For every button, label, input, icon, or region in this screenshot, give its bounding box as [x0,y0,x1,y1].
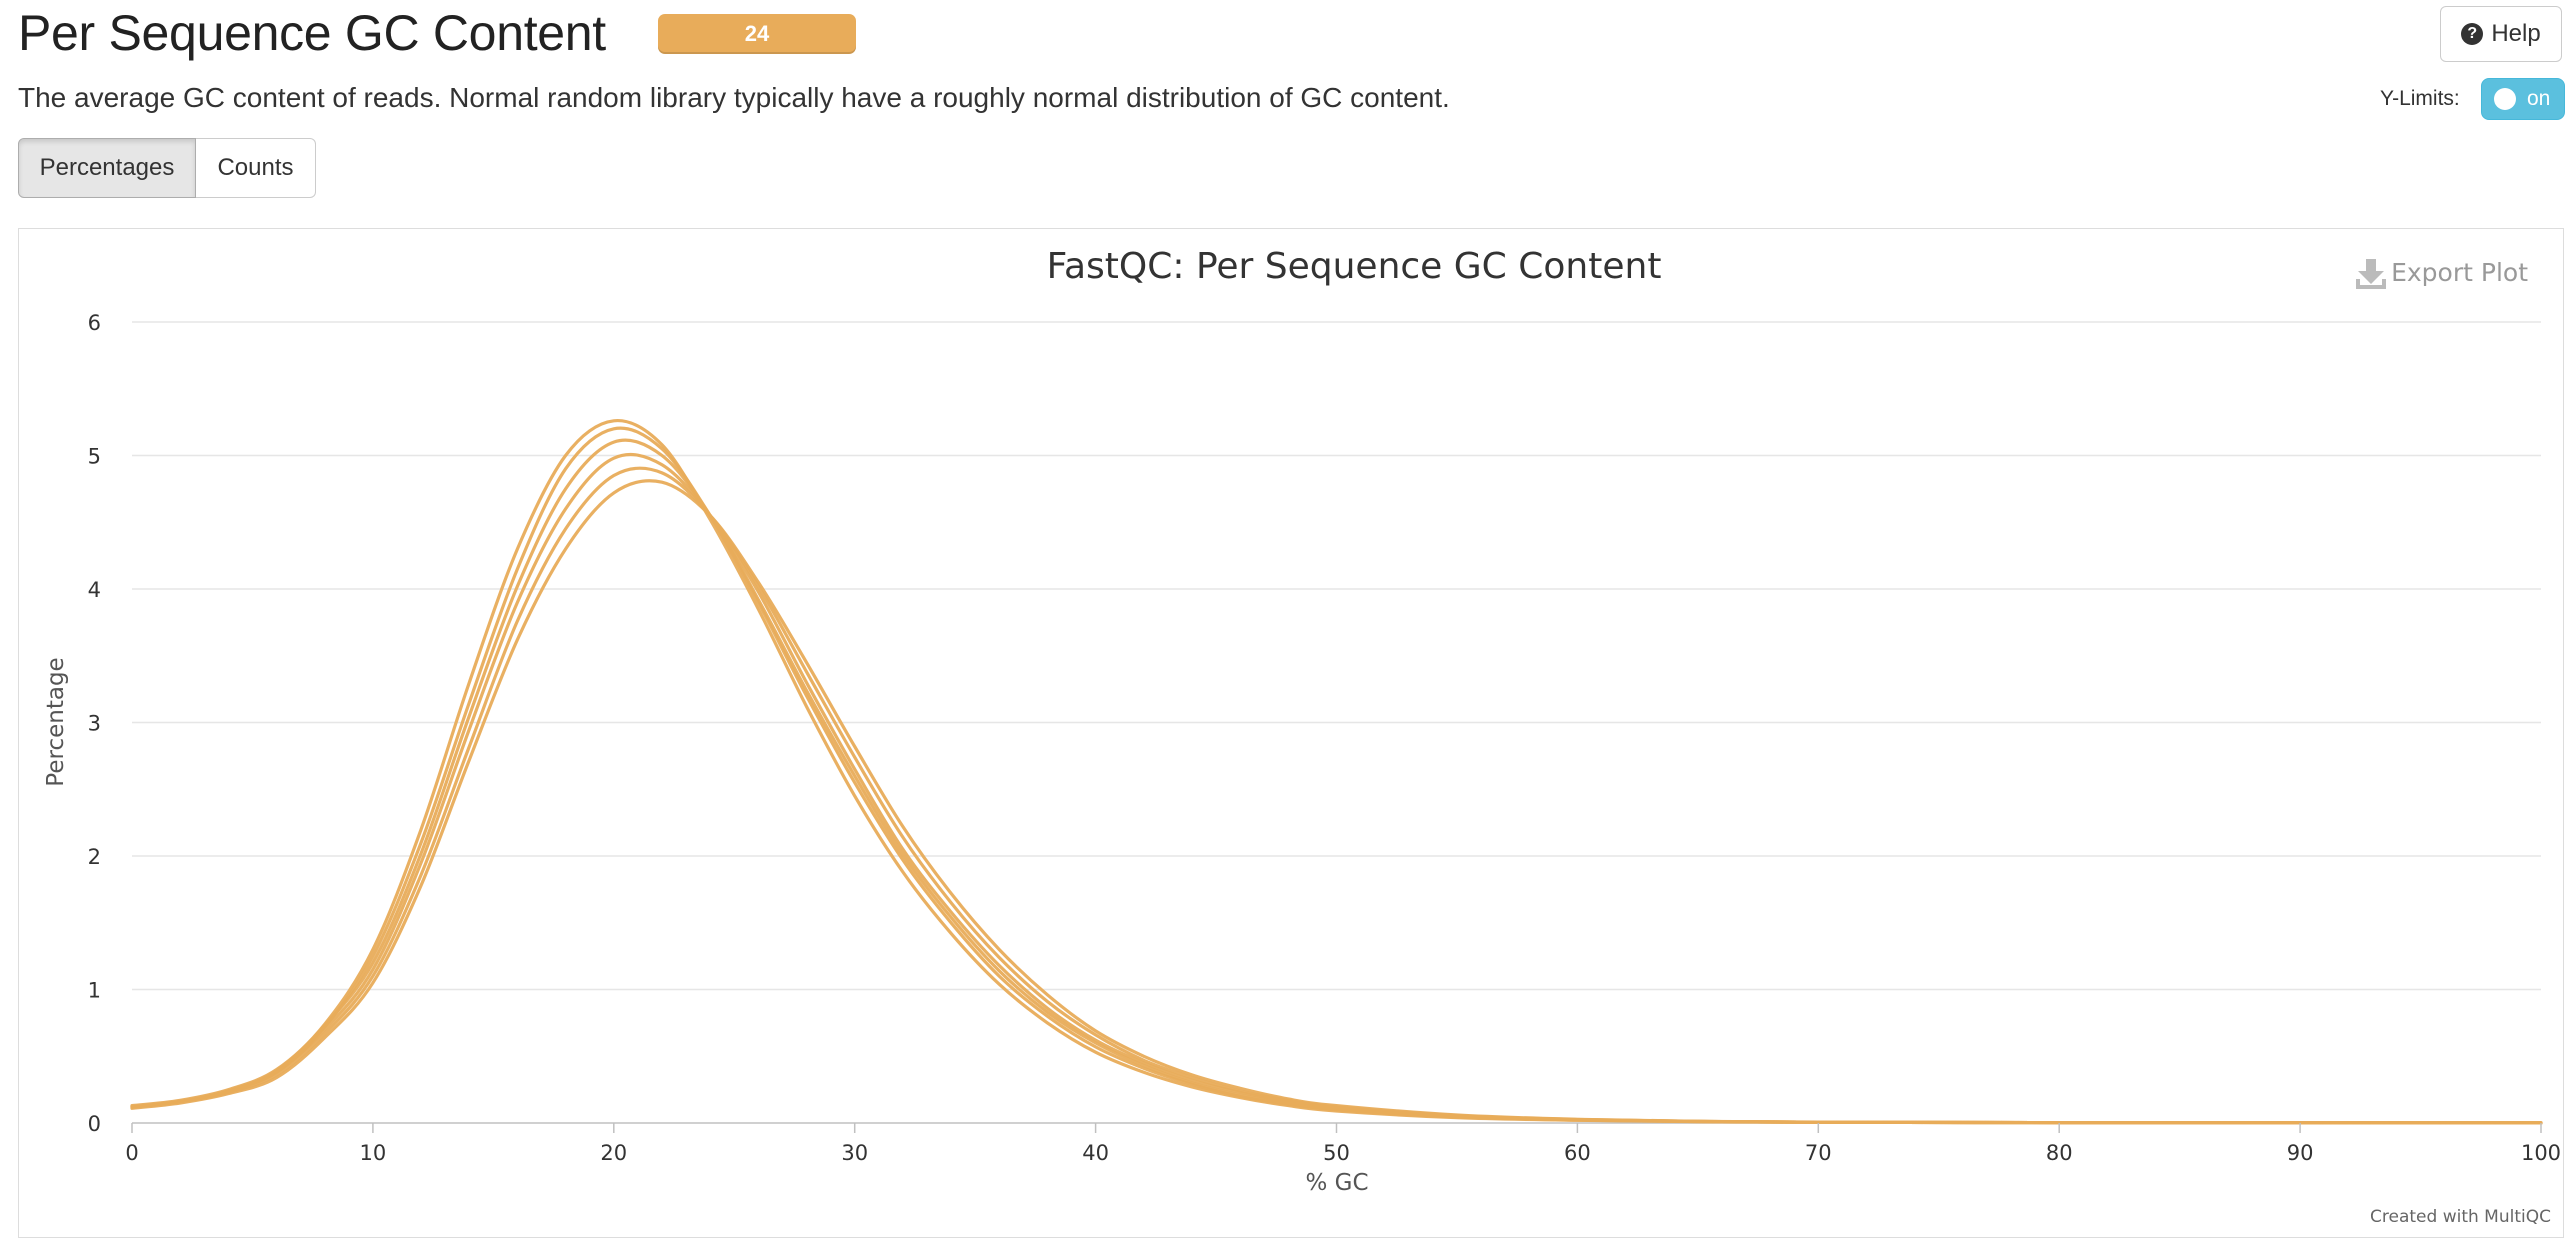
data-type-button-group: Percentages Counts [18,138,316,198]
series-line-5[interactable] [130,466,2543,1125]
series-line-3[interactable] [130,479,2543,1125]
x-tick-label: 40 [1082,1141,1109,1165]
section-description: The average GC content of reads. Normal … [18,82,1450,113]
download-icon [2356,259,2386,289]
plot-panel: 0 1 2 3 4 5 6 0 10 20 30 40 50 60 70 80 90 100 FastQC: Pe… [18,228,2564,1238]
chart-title: FastQC: Per Sequence GC Content [1047,246,1662,287]
y-tick-label: 2 [88,845,101,869]
section-title: Per Sequence GC Content [18,5,606,61]
x-tick-label: 10 [360,1141,387,1165]
status-badge: 24 [658,14,856,54]
question-circle-icon: ? [2461,23,2484,45]
x-tick-label: 60 [1564,1141,1591,1165]
counts-button[interactable]: Counts [196,138,316,198]
x-tick-label: 30 [841,1141,868,1165]
y-axis-label: Percentage [43,657,69,786]
x-tick-label: 0 [125,1141,138,1165]
series-line-6[interactable] [130,438,2543,1125]
y-tick-label: 4 [88,578,101,602]
x-tick-label: 70 [1805,1141,1832,1165]
x-tick-label: 80 [2046,1141,2073,1165]
multiqc-credit: Created with MultiQC [2370,1207,2551,1227]
grid-lines [132,321,2541,1124]
x-tick-label: 90 [2287,1141,2314,1165]
y-tick-label: 0 [88,1112,101,1136]
export-plot-button[interactable]: Export Plot [2356,258,2528,289]
series-lines[interactable] [130,419,2543,1125]
series-line-2[interactable] [130,426,2543,1125]
percentages-button[interactable]: Percentages [18,138,196,198]
x-tick-label: 20 [600,1141,627,1165]
y-tick-label: 5 [88,445,101,469]
ylimits-label: Y-Limits: [2380,87,2460,110]
series-line-1[interactable] [130,452,2543,1125]
ylimits-state: on [2527,87,2551,110]
y-tick-label: 6 [88,311,101,335]
x-tick-label: 100 [2521,1141,2561,1165]
y-tick-label: 1 [88,979,101,1003]
toggle-knob [2494,88,2516,110]
series-line-4[interactable] [130,419,2543,1125]
x-axis-label: % GC [1305,1170,1368,1196]
help-button[interactable]: ? Help [2440,6,2562,62]
y-tick-label: 3 [88,712,101,736]
help-button-label: Help [2491,20,2541,47]
export-plot-label: Export Plot [2391,258,2528,287]
ylimits-toggle[interactable]: on [2481,78,2565,120]
x-tick-label: 50 [1323,1141,1350,1165]
